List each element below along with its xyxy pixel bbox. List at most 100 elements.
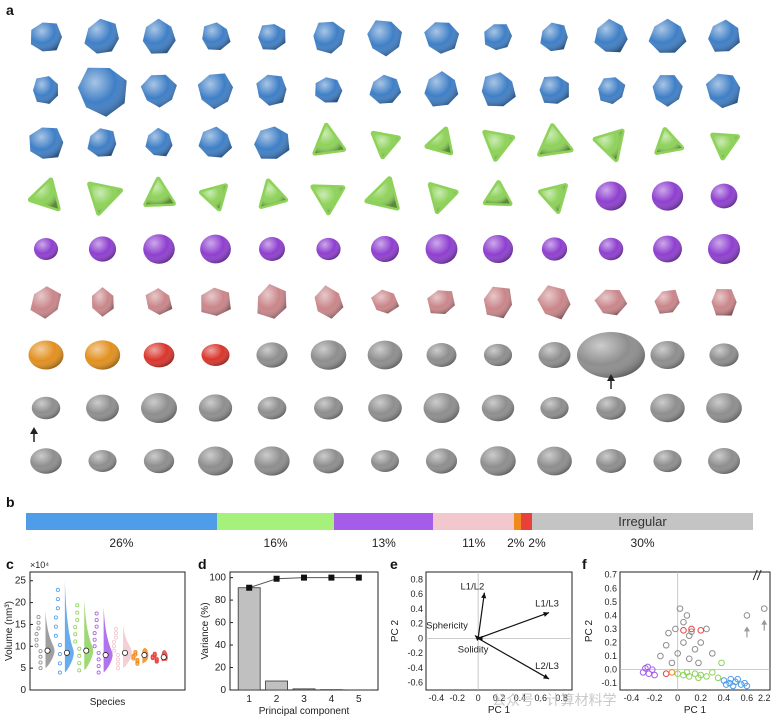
x-tick-label: 4 [329, 694, 335, 705]
scatter-point-2-6 [709, 669, 716, 676]
violin-0 [34, 611, 55, 671]
x-tick-label: 2 [274, 694, 280, 705]
nanoparticle-shading-7-9 [540, 396, 569, 420]
nanoparticle-shading-2-11 [656, 129, 682, 153]
violin-median-2 [83, 647, 90, 654]
scatter-point-2-8 [718, 659, 725, 667]
cumulative-point-4 [355, 574, 362, 581]
nanoparticle-shading-7-0 [31, 396, 61, 420]
nanoparticle-shading-2-4 [254, 126, 290, 159]
nanoparticle-shading-3-0 [30, 180, 59, 209]
nanoparticle-shading-1-12 [705, 73, 741, 109]
nanoparticle-shading-4-9 [541, 237, 568, 261]
scatter-point-1-1 [697, 627, 705, 634]
nanoparticle-shading-7-12 [706, 393, 742, 423]
y-tick-label: 60 [215, 618, 227, 629]
scatter-point-0-1 [674, 650, 681, 657]
scatter-point-0-10 [683, 612, 691, 619]
nanoparticle-shading-6-5 [310, 340, 347, 370]
composition-segment-1 [216, 513, 335, 530]
y-multiplier: ×10⁴ [30, 560, 49, 570]
y-tick-label: 0.1 [604, 651, 617, 661]
panel-label-b: b [6, 494, 15, 510]
scatter-point-0-9 [691, 646, 699, 653]
scatter-point-2-10 [695, 674, 702, 682]
nanoparticle-shading-1-10 [598, 77, 626, 104]
nanoparticle-shading-0-5 [313, 21, 345, 54]
variance-bar-1 [265, 680, 288, 691]
y-tick-label: -0.1 [601, 678, 617, 688]
nanoparticle-shading-5-0 [30, 286, 62, 319]
nanoparticle-shading-5-3 [201, 287, 231, 316]
composition-percent-0: 26% [109, 536, 134, 550]
nanoparticle-shading-2-12 [712, 135, 738, 158]
nanoparticle-shading-0-1 [84, 18, 119, 54]
scatter-point-5-0 [668, 669, 676, 676]
nanoparticle-shading-6-12 [709, 343, 739, 367]
composition-segment-2 [334, 513, 434, 530]
nanoparticle-shading-4-11 [653, 235, 682, 263]
nanoparticle-shading-7-4 [257, 396, 287, 420]
nanoparticle-shading-8-12 [707, 447, 741, 475]
violin-1 [53, 580, 74, 675]
violin-2 [73, 598, 94, 673]
y-tick-label: 0.2 [604, 638, 617, 648]
nanoparticle-shading-3-9 [540, 185, 566, 212]
scatter-point-0-11 [657, 652, 664, 660]
vector-label: Solidity [458, 644, 489, 655]
y-axis-label: PC 2 [584, 619, 595, 642]
nanoparticle-shading-6-2 [143, 342, 175, 368]
composition-segment-3 [433, 513, 515, 530]
scatter-point-0-8 [697, 639, 705, 646]
nanoparticle-shading-6-11 [650, 340, 685, 370]
y-tick-label: 80 [215, 595, 227, 606]
nanoparticle-shading-8-11 [653, 449, 682, 473]
violin-4 [112, 624, 132, 671]
nanoparticle-shading-3-5 [312, 186, 343, 213]
annotation-arrow-1 [30, 427, 38, 442]
nanoparticle-shading-2-9 [539, 125, 571, 155]
nanoparticle-shading-2-3 [198, 126, 232, 158]
x-tick-label: 0.8 [555, 693, 568, 703]
nanoparticle-shape-grid [27, 18, 742, 476]
panel-label-e: e [390, 556, 398, 572]
vector-label: L2/L3 [535, 661, 559, 672]
x-tick-label: 0.4 [718, 693, 731, 703]
x-tick-label: 0 [675, 693, 680, 703]
violin-3 [92, 606, 113, 675]
scatter-point-4-8 [727, 675, 735, 683]
nanoparticle-shading-7-1 [86, 394, 119, 422]
nanoparticle-shading-4-0 [33, 237, 59, 261]
scatter-point-2-9 [683, 669, 691, 676]
violin-median-5 [141, 652, 148, 659]
scatter-point-0-2 [662, 641, 670, 649]
nanoparticle-shading-1-7 [424, 71, 459, 107]
nanoparticle-shading-5-1 [92, 287, 114, 317]
nanoparticle-shading-1-9 [539, 76, 569, 104]
scatter-point-0-13 [709, 650, 716, 657]
scatter-point-0-17 [685, 655, 693, 663]
nanoparticle-shading-4-10 [598, 237, 624, 261]
y-tick-label: 0.8 [410, 574, 423, 584]
pca-scatter-plot: -0.1 0.0 0.1 0.2 0.3 0.4 0.5 0.6 0.7 -0.4 -0.2 0 0.2… [584, 570, 771, 716]
nanoparticle-shading-8-8 [480, 446, 516, 476]
y-tick-label: 0.7 [604, 570, 617, 580]
nanoparticle-shading-4-1 [88, 236, 117, 262]
nanoparticle-shading-4-3 [200, 234, 231, 264]
y-axis-label: Volume (nm³) [4, 601, 15, 661]
nanoparticle-shading-4-6 [370, 235, 400, 263]
nanoparticle-shading-2-6 [373, 133, 399, 157]
composition-segment-0 [26, 513, 217, 530]
scatter-point-0-7 [688, 628, 695, 635]
nanoparticle-shading-8-0 [30, 448, 62, 474]
nanoparticle-shading-8-9 [537, 446, 572, 476]
y-tick-label: 0 [418, 633, 423, 643]
scatter-point-4-4 [729, 682, 737, 690]
pca-biplot: -0.6 -0.4 -0.2 0 0.2 0.4 0.6 0.8 -0.4 -0.2 0 0.2 0.4… [390, 571, 573, 716]
y-tick-label: 0.6 [604, 583, 617, 593]
nanoparticle-shading-3-7 [430, 184, 457, 212]
nanoparticle-shading-3-4 [261, 181, 286, 207]
x-axis-label: PC 1 [684, 705, 707, 716]
nanoparticle-shading-7-7 [423, 393, 460, 423]
nanoparticle-shading-6-6 [367, 340, 403, 370]
